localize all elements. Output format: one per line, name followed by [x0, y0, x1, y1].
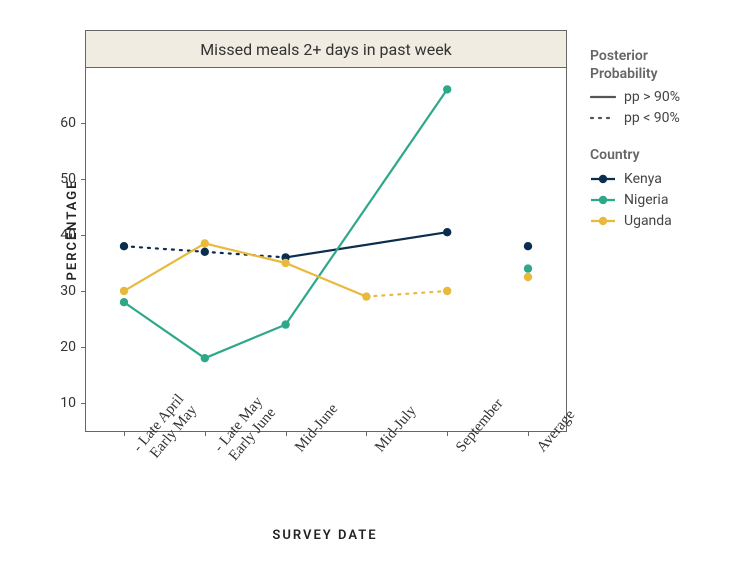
data-point — [362, 292, 370, 300]
legend-prob-label: pp > 90% — [624, 89, 680, 105]
x-tick-mark — [286, 431, 287, 436]
y-tick-label: 60 — [60, 115, 76, 131]
chart-svg — [86, 31, 566, 431]
data-point — [281, 320, 289, 328]
data-point — [524, 264, 532, 272]
data-point — [281, 259, 289, 267]
legend-country-label: Kenya — [624, 171, 662, 187]
data-point — [201, 354, 209, 362]
x-tick-mark — [124, 431, 125, 436]
legend-line-swatch — [590, 90, 616, 104]
y-tick-label: 50 — [60, 171, 76, 187]
series-segment — [286, 232, 448, 257]
data-point — [120, 298, 128, 306]
series-segment — [124, 302, 205, 358]
legend-country-row: Nigeria — [590, 192, 680, 208]
data-point — [201, 248, 209, 256]
plot-area: Missed meals 2+ days in past week 102030… — [85, 30, 567, 432]
chart-container: PERCENTAGE SURVEY DATE Missed meals 2+ d… — [0, 0, 750, 568]
data-point — [443, 85, 451, 93]
legend-country-label: Nigeria — [624, 192, 668, 208]
y-tick-mark — [81, 347, 86, 348]
legend: PosteriorProbability pp > 90% pp < 90% Co… — [590, 48, 680, 234]
legend-prob-heading: PosteriorProbability — [590, 48, 680, 83]
legend-prob-row: pp > 90% — [590, 89, 680, 105]
y-tick-mark — [81, 235, 86, 236]
series-segment — [124, 243, 205, 291]
legend-country-items: Kenya Nigeria Uganda — [590, 171, 680, 229]
y-tick-label: 30 — [60, 283, 76, 299]
legend-country-heading: Country — [590, 147, 680, 165]
x-tick-mark — [205, 431, 206, 436]
data-point — [443, 287, 451, 295]
y-tick-mark — [81, 403, 86, 404]
x-tick-mark — [447, 431, 448, 436]
legend-series-swatch — [590, 214, 616, 228]
series-segment — [286, 89, 448, 324]
series-segment — [205, 243, 286, 263]
legend-prob-row: pp < 90% — [590, 110, 680, 126]
data-point — [524, 242, 532, 250]
x-tick-mark — [528, 431, 529, 436]
x-tick-mark — [366, 431, 367, 436]
y-tick-label: 20 — [60, 339, 76, 355]
series-segment — [366, 291, 447, 297]
legend-country-row: Uganda — [590, 213, 680, 229]
data-point — [524, 273, 532, 281]
legend-line-swatch — [590, 111, 616, 125]
y-tick-mark — [81, 291, 86, 292]
legend-prob-items: pp > 90% pp < 90% — [590, 89, 680, 126]
series-segment — [205, 325, 286, 359]
y-tick-mark — [81, 123, 86, 124]
data-point — [120, 242, 128, 250]
legend-series-swatch — [590, 193, 616, 207]
y-tick-label: 40 — [60, 227, 76, 243]
y-tick-label: 10 — [60, 395, 76, 411]
data-point — [443, 228, 451, 236]
legend-prob-label: pp < 90% — [624, 110, 680, 126]
legend-series-swatch — [590, 172, 616, 186]
legend-country-row: Kenya — [590, 171, 680, 187]
series-segment — [286, 263, 367, 297]
x-axis-label: SURVEY DATE — [85, 528, 565, 543]
y-tick-mark — [81, 179, 86, 180]
data-point — [201, 239, 209, 247]
legend-country-label: Uganda — [624, 213, 672, 229]
data-point — [120, 287, 128, 295]
